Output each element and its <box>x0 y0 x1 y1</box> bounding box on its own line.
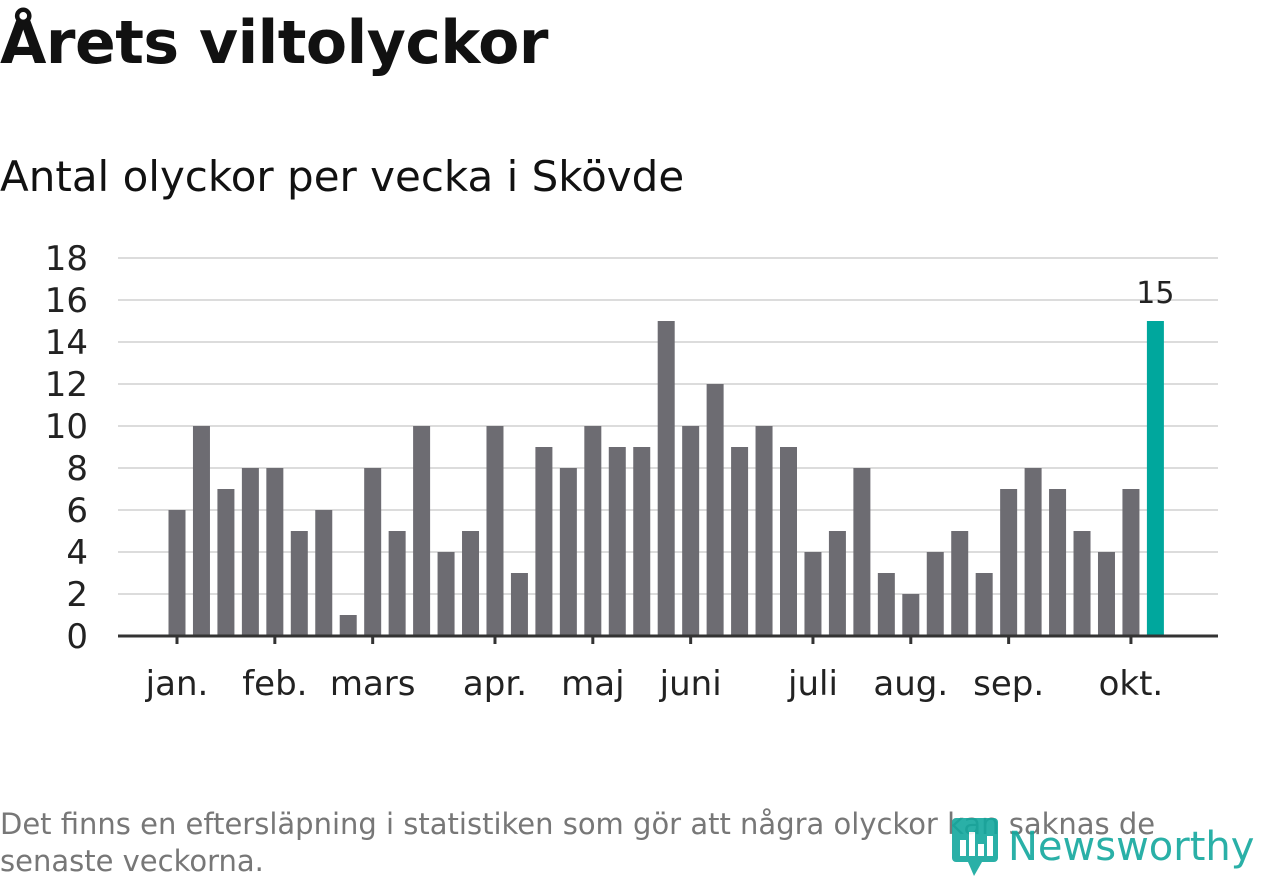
highlight-bar <box>1146 321 1164 636</box>
bar <box>1024 468 1042 636</box>
bar <box>584 426 602 636</box>
bar <box>388 531 406 636</box>
bar <box>902 594 920 636</box>
bar <box>828 531 846 636</box>
bar <box>657 321 675 636</box>
bar <box>633 447 651 636</box>
bar <box>1049 489 1067 636</box>
bar <box>168 510 186 636</box>
x-tick-label: mars <box>330 664 416 704</box>
bar <box>731 447 749 636</box>
newsworthy-logo-icon <box>952 818 998 876</box>
bar <box>1122 489 1140 636</box>
newsworthy-logo: Newsworthy <box>950 815 1254 879</box>
chart-title: Årets viltolyckor <box>0 8 549 78</box>
y-tick-label: 16 <box>45 281 88 321</box>
highlight-data-label: 15 <box>1136 276 1174 311</box>
y-tick-label: 0 <box>66 617 88 657</box>
bar <box>486 426 504 636</box>
bar <box>241 468 259 636</box>
chart-subtitle: Antal olyckor per vecka i Skövde <box>0 152 685 201</box>
x-tick-label: jan. <box>145 664 209 704</box>
bar <box>315 510 333 636</box>
bar <box>339 615 357 636</box>
y-tick-label: 8 <box>66 449 88 489</box>
y-tick-label: 6 <box>66 491 88 531</box>
bar <box>877 573 895 636</box>
bar <box>192 426 210 636</box>
x-tick-label: juni <box>659 664 722 704</box>
bar <box>462 531 480 636</box>
bar <box>853 468 871 636</box>
x-tick-label: sep. <box>973 664 1044 704</box>
bar <box>755 426 773 636</box>
y-tick-label: 4 <box>66 533 88 573</box>
x-tick-label: aug. <box>873 664 948 704</box>
bar <box>780 447 797 636</box>
bar <box>975 573 993 636</box>
x-tick-label: maj <box>561 664 624 704</box>
bar <box>926 552 944 636</box>
x-tick-label: okt. <box>1099 664 1164 704</box>
bar <box>413 426 431 636</box>
bar <box>266 468 284 636</box>
y-tick-label: 14 <box>45 323 88 363</box>
bar <box>682 426 700 636</box>
y-tick-label: 12 <box>45 365 88 405</box>
bar <box>364 468 382 636</box>
bar <box>706 384 724 636</box>
y-tick-label: 10 <box>45 407 88 447</box>
bar <box>951 531 969 636</box>
bar <box>1000 489 1018 636</box>
bar <box>559 468 577 636</box>
y-tick-label: 2 <box>66 575 88 615</box>
bar <box>608 447 626 636</box>
bar <box>217 489 235 636</box>
x-tick-label: juli <box>787 664 838 704</box>
bar <box>535 447 553 636</box>
bar <box>437 552 455 636</box>
bar <box>1097 552 1115 636</box>
y-tick-label: 18 <box>45 239 88 279</box>
x-tick-label: apr. <box>463 664 527 704</box>
bar <box>1073 531 1091 636</box>
bar <box>290 531 308 636</box>
bar <box>510 573 528 636</box>
x-tick-label: feb. <box>242 664 307 704</box>
bar <box>804 552 822 636</box>
newsworthy-logo-text: Newsworthy <box>1008 824 1255 870</box>
